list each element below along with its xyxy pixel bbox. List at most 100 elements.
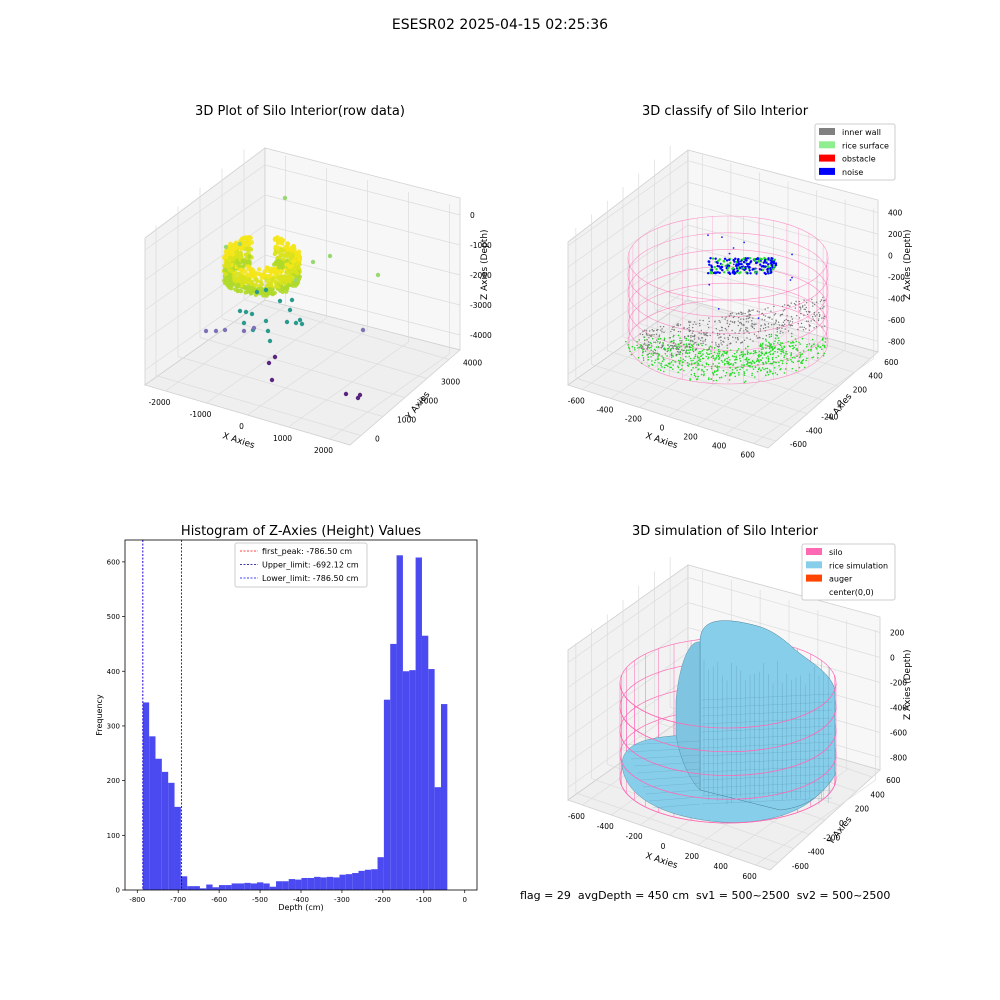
raw-axes-box [144, 147, 461, 446]
rice-surface-point [713, 359, 716, 361]
rice-surface-point [624, 340, 627, 343]
rice-surface-point [637, 347, 639, 349]
raw-data-point [270, 266, 276, 272]
rice-surface-point [757, 368, 760, 371]
rice-surface-point [680, 359, 682, 362]
rice-surface-point [682, 343, 685, 346]
raw-data-point [237, 308, 243, 314]
rice-surface-point [765, 362, 768, 364]
raw-z-tick: 0 [470, 211, 475, 220]
rice-surface-point [782, 350, 785, 352]
rice-surface-point [661, 366, 663, 368]
rice-surface-point [769, 346, 771, 349]
rice-surface-point [729, 349, 732, 351]
rice-surface-point [764, 338, 767, 341]
raw-x-tick: -1000 [190, 410, 212, 419]
rice-surface-point [680, 340, 683, 342]
rice-surface-point [783, 346, 786, 349]
rice-surface-point [708, 377, 710, 379]
rice-surface-point [820, 348, 823, 351]
raw-data-point [229, 286, 234, 291]
rice-surface-point [712, 379, 715, 382]
raw-y-tick: 0 [375, 435, 380, 444]
rice-surface-point [722, 369, 725, 372]
rice-surface-point [718, 356, 721, 359]
raw-data-point [282, 274, 287, 279]
rice-surface-point [764, 374, 767, 377]
rice-surface-point [781, 342, 784, 344]
rice-surface-point [747, 358, 750, 361]
rice-surface-point [638, 346, 641, 349]
rice-surface-point [768, 336, 771, 338]
rice-surface-point [774, 337, 777, 340]
simulation-legend-label: silo [829, 548, 843, 557]
rice-surface-point [628, 346, 630, 349]
rice-surface-point [767, 359, 770, 361]
rice-surface-point [719, 350, 721, 353]
rice-surface-point [765, 344, 767, 346]
rice-surface-point [770, 362, 773, 365]
rice-surface-point [702, 357, 705, 360]
rice-surface-point [693, 374, 696, 377]
rice-surface-point [678, 363, 681, 365]
rice-surface-point [687, 339, 690, 341]
rice-surface-point [756, 357, 759, 360]
rice-surface-point [777, 355, 780, 357]
rice-surface-point [747, 345, 749, 348]
raw-data-point [236, 245, 242, 250]
raw-data-point [228, 245, 234, 251]
rice-surface-point [767, 373, 770, 376]
rice-surface-point [724, 362, 726, 365]
raw-data-point [297, 274, 303, 279]
rice-surface-point [731, 355, 734, 357]
rice-surface-point [747, 365, 750, 367]
rice-surface-point [792, 347, 794, 350]
rice-surface-point [778, 339, 780, 342]
rice-surface-point [726, 357, 728, 360]
rice-surface-point [745, 358, 748, 361]
rice-surface-point [812, 356, 815, 358]
raw-data-point [244, 236, 250, 242]
rice-surface-point [738, 371, 740, 374]
rice-surface-point [686, 352, 689, 354]
raw-data-point [275, 241, 281, 246]
rice-surface-point [710, 378, 712, 380]
rice-surface-point [783, 354, 786, 357]
raw-data-point [278, 268, 283, 274]
raw-data-point [241, 240, 246, 246]
raw-data-point [247, 254, 252, 259]
rice-surface-point [692, 359, 694, 362]
rice-surface-point [687, 349, 690, 352]
rice-surface-point [775, 356, 777, 359]
rice-surface-point [669, 349, 672, 352]
rice-surface-point [795, 369, 797, 372]
rice-surface-point [685, 352, 687, 354]
rice-surface-point [722, 350, 725, 353]
rice-surface-point [667, 365, 669, 368]
simulation-legend-swatch [806, 561, 822, 569]
rice-surface-point [706, 368, 709, 371]
rice-surface-point [790, 335, 793, 338]
rice-surface-point [798, 366, 801, 369]
rice-surface-point [679, 360, 681, 363]
rice-surface-point [661, 360, 664, 362]
rice-surface-point [702, 374, 705, 377]
raw-data-point [232, 256, 237, 261]
rice-surface-point [734, 375, 737, 378]
rice-surface-point [758, 350, 761, 353]
raw-data-point [286, 282, 291, 288]
rice-surface-point [707, 356, 710, 359]
rice-surface-point [771, 347, 774, 350]
rice-surface-point [682, 358, 685, 361]
rice-surface-point [705, 352, 708, 354]
rice-surface-point [669, 366, 672, 369]
simulation-x-tick: 200 [685, 852, 700, 861]
rice-surface-point [778, 361, 780, 364]
rice-surface-point [824, 346, 826, 349]
rice-surface-point [720, 359, 723, 362]
rice-surface-point [672, 368, 674, 370]
rice-surface-point [721, 353, 723, 356]
rice-surface-point [712, 372, 715, 375]
rice-surface-point [768, 342, 771, 345]
